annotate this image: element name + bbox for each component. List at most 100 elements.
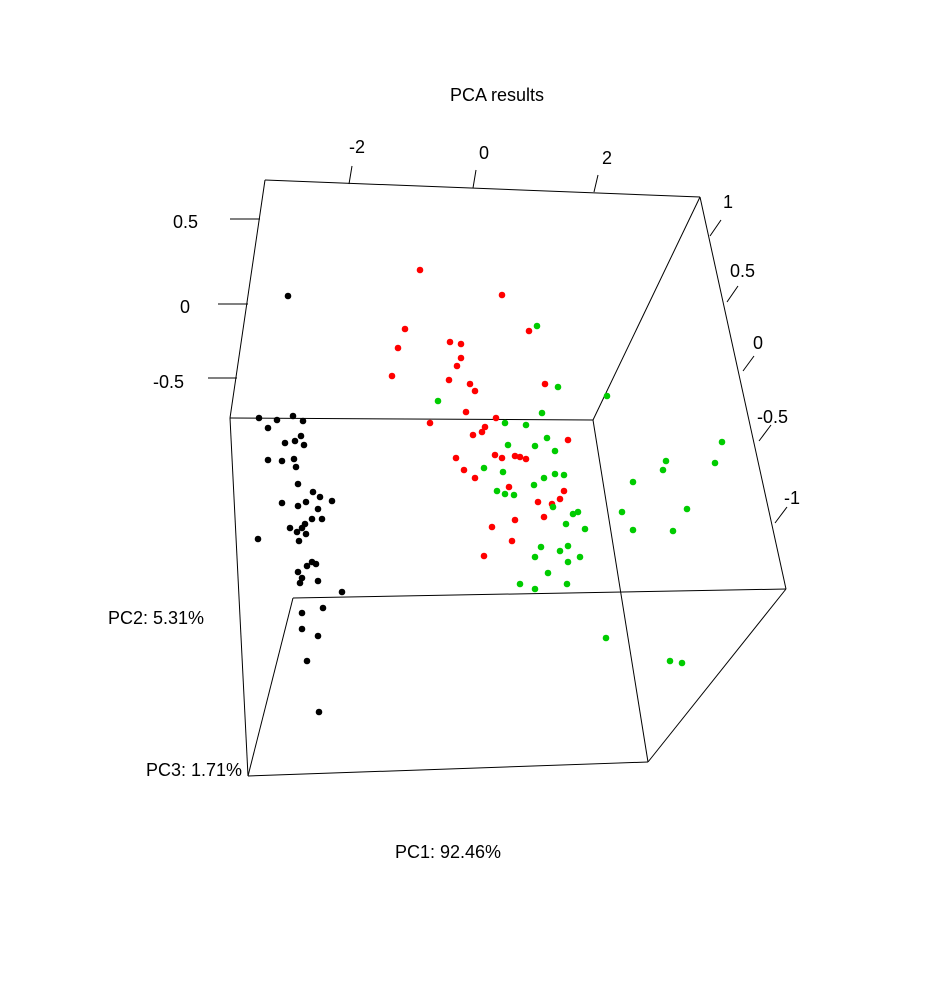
data-point: [516, 453, 524, 461]
pc3-tick-label: 0: [753, 333, 763, 353]
data-point: [563, 580, 571, 588]
data-point: [388, 372, 396, 380]
data-point: [510, 491, 518, 499]
data-point: [328, 497, 336, 505]
data-point: [540, 474, 548, 482]
data-point: [294, 502, 302, 510]
data-point: [659, 466, 667, 474]
pc3-tick-label: 1: [723, 192, 733, 212]
box-edge: [699, 196, 787, 590]
data-point: [564, 558, 572, 566]
data-point: [289, 412, 297, 420]
data-point: [525, 327, 533, 335]
data-point: [718, 438, 726, 446]
box-edge: [247, 597, 294, 777]
box-edge: [229, 417, 249, 777]
data-point: [401, 325, 409, 333]
data-point: [298, 574, 306, 582]
data-point: [501, 419, 509, 427]
data-point: [683, 505, 691, 513]
data-point: [541, 380, 549, 388]
data-point: [462, 408, 470, 416]
data-point: [492, 414, 500, 422]
pc2-axis: 0.5 0 -0.5: [153, 212, 260, 392]
data-point: [493, 487, 501, 495]
pc3-tick-label: -0.5: [757, 407, 788, 427]
data-point: [319, 604, 327, 612]
data-point: [556, 495, 564, 503]
data-point: [478, 428, 486, 436]
data-point: [302, 530, 310, 538]
data-point: [296, 579, 304, 587]
data-point: [273, 416, 281, 424]
data-point: [581, 525, 589, 533]
data-point: [499, 468, 507, 476]
pc3-tick-mark: [758, 424, 772, 442]
pc1-axis: -2 0 2: [348, 137, 612, 193]
data-point: [338, 588, 346, 596]
data-point: [278, 499, 286, 507]
data-point: [298, 609, 306, 617]
data-point: [537, 543, 545, 551]
data-point: [678, 659, 686, 667]
data-point: [471, 387, 479, 395]
pc3-tick-mark: [742, 355, 755, 372]
data-point: [264, 424, 272, 432]
pc1-tick-mark: [348, 165, 353, 185]
data-point: [292, 463, 300, 471]
box-edge: [264, 179, 701, 198]
data-point: [286, 524, 294, 532]
pc2-tick-label: -0.5: [153, 372, 184, 392]
data-point: [294, 480, 302, 488]
chart-title: PCA results: [450, 85, 544, 105]
data-point: [294, 568, 302, 576]
data-point: [564, 542, 572, 550]
data-point: [505, 483, 513, 491]
pc3-axis-label: PC3: 1.71%: [146, 760, 242, 780]
data-point: [394, 344, 402, 352]
pc3-tick-label: -1: [784, 488, 800, 508]
pc1-axis-label: PC1: 92.46%: [395, 842, 501, 862]
data-point: [255, 414, 263, 422]
pc1-tick-label: -2: [349, 137, 365, 157]
data-point: [303, 562, 311, 570]
data-point: [554, 383, 562, 391]
pc3-tick-mark: [726, 285, 739, 303]
data-point: [446, 338, 454, 346]
data-point: [603, 392, 611, 400]
data-point: [481, 423, 489, 431]
data-point: [453, 362, 461, 370]
data-point: [618, 508, 626, 516]
data-point: [315, 708, 323, 716]
data-point: [264, 456, 272, 464]
data-point: [316, 493, 324, 501]
pc1-tick-label: 0: [479, 143, 489, 163]
pc1-tick-mark: [472, 169, 477, 189]
data-point: [457, 354, 465, 362]
data-point: [562, 520, 570, 528]
data-point: [293, 528, 301, 536]
data-point: [534, 498, 542, 506]
pc3-tick-label: 0.5: [730, 261, 755, 281]
data-point: [531, 585, 539, 593]
data-point: [488, 523, 496, 531]
data-point: [560, 471, 568, 479]
data-point: [457, 340, 465, 348]
pc3-tick-mark: [709, 219, 722, 237]
pc3-tick-mark: [774, 506, 788, 524]
data-point: [669, 527, 677, 535]
data-point: [298, 524, 306, 532]
box-edge: [229, 179, 266, 419]
data-point: [498, 291, 506, 299]
data-point: [498, 454, 506, 462]
data-point: [533, 322, 541, 330]
data-point: [312, 560, 320, 568]
data-point: [300, 441, 308, 449]
data-point: [511, 452, 519, 460]
data-point: [416, 266, 424, 274]
data-point: [434, 397, 442, 405]
data-point: [314, 632, 322, 640]
data-point: [522, 421, 530, 429]
data-point: [556, 547, 564, 555]
